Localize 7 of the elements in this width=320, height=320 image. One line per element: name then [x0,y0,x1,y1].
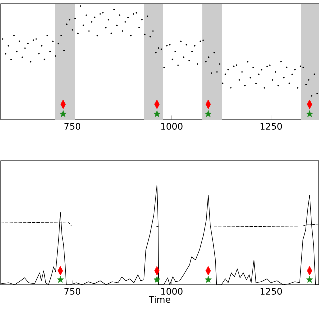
x-tick-label: 750 [64,123,81,130]
x-tick-label: 1000 [162,123,183,130]
x-tick-label: 1000 [162,288,183,295]
x-tick-label: 1250 [260,288,282,295]
x-tick-label: 750 [64,288,81,295]
x-axis-title: Time [148,296,171,304]
x-tick-label: 1250 [260,123,282,130]
